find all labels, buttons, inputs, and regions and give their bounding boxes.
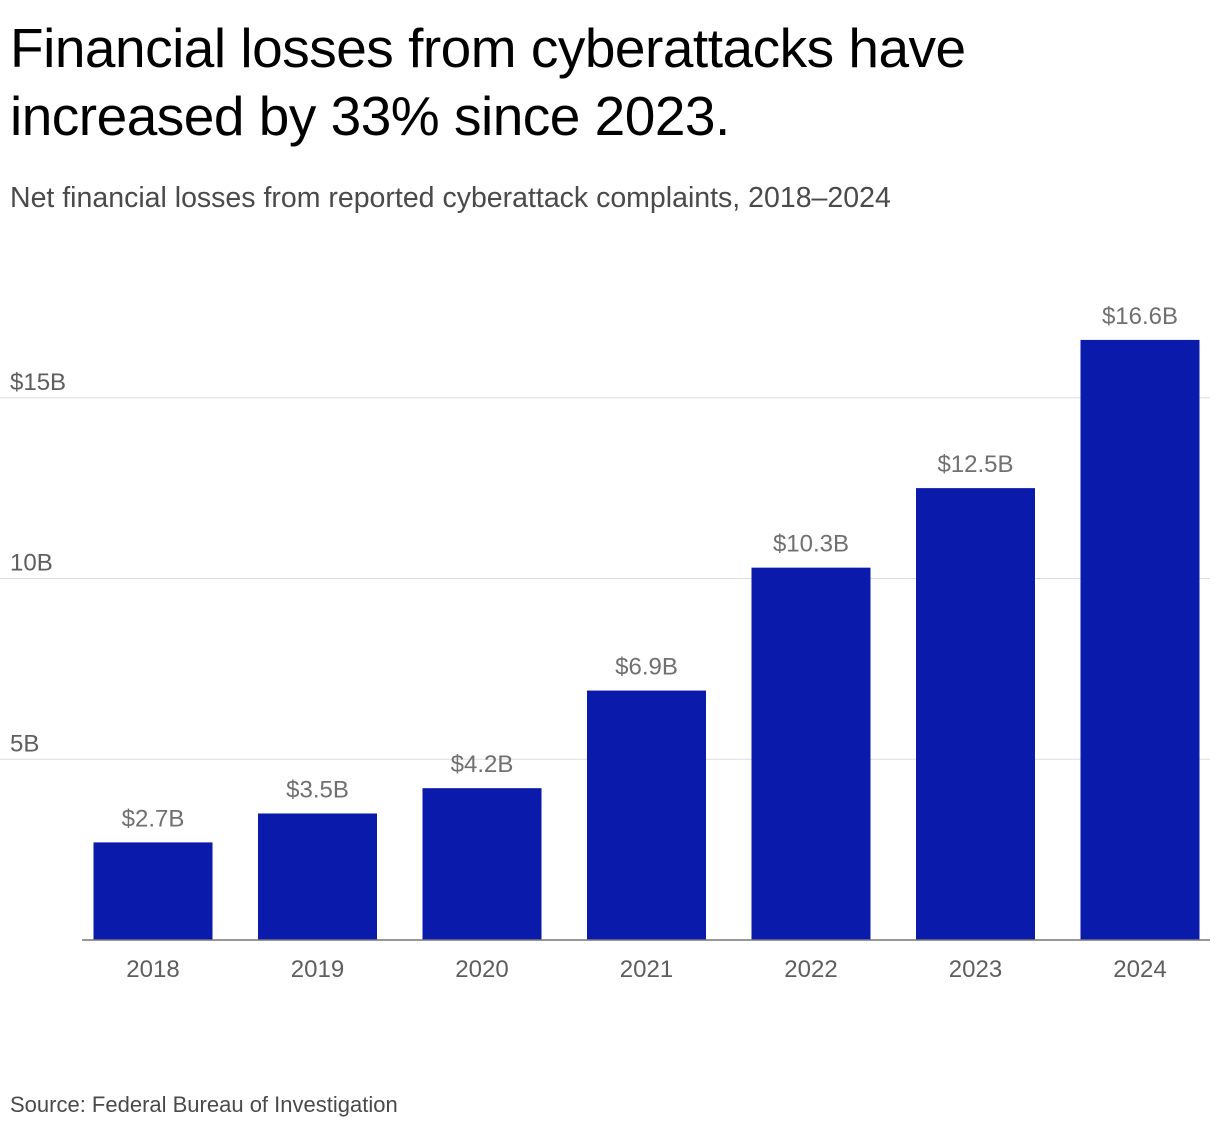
x-tick-label: 2024 (1113, 956, 1166, 983)
x-tick-label: 2020 (455, 956, 508, 983)
bar-2023 (916, 488, 1035, 940)
x-tick-label: 2018 (126, 956, 179, 983)
x-tick-label: 2022 (784, 956, 837, 983)
x-tick-label: 2023 (949, 956, 1002, 983)
chart-title: Financial losses from cyberattacks have … (10, 17, 966, 147)
labels: 5B 10B $15B $2.7B 2018 $3.5B 2019 $4.2B 2020 $6.9… (10, 303, 1178, 983)
bar-2022 (751, 567, 871, 940)
bar-2018 (93, 842, 213, 940)
value-label: $3.5B (286, 776, 349, 803)
value-label: $2.7B (122, 805, 185, 832)
y-tick-label: $15B (10, 369, 66, 396)
bar-2020 (422, 788, 542, 940)
value-label: $4.2B (451, 751, 514, 778)
bar-2024 (1080, 339, 1200, 940)
x-tick-label: 2021 (620, 956, 673, 983)
x-tick-label: 2019 (291, 956, 344, 983)
value-label: $12.5B (937, 451, 1013, 478)
y-tick-label: 10B (10, 550, 53, 577)
y-tick-label: 5B (10, 730, 39, 757)
value-label: $10.3B (773, 531, 849, 558)
bars (93, 339, 1200, 940)
bar-2021 (587, 690, 706, 940)
chart-subtitle: Net financial losses from reported cyber… (10, 182, 891, 214)
bar-2019 (258, 813, 377, 940)
source-note: Source: Federal Bureau of Investigation (10, 1092, 398, 1117)
value-label: $6.9B (615, 654, 678, 681)
value-label: $16.6B (1102, 303, 1178, 330)
